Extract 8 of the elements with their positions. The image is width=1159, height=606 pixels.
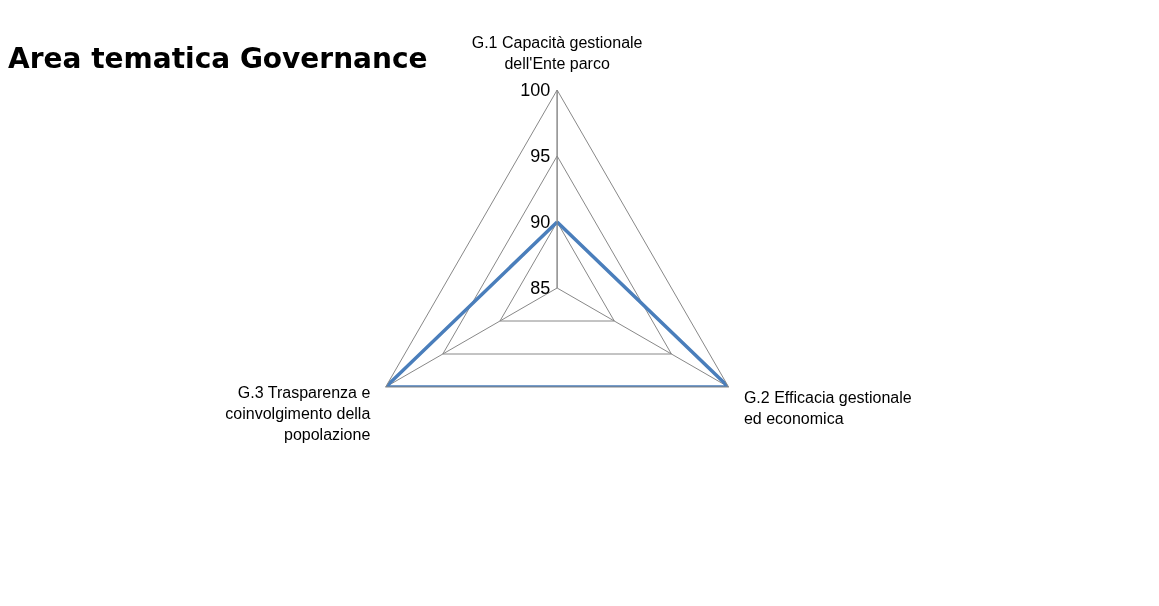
spoke-label: G.3 Trasparenza e coinvolgimento della popolazione xyxy=(225,384,371,443)
y-tick-label: 90 xyxy=(530,211,551,232)
chart-title: Area tematica Governance xyxy=(8,42,428,76)
spoke-label: G.1 Capacità gestionale dell'Ente parco xyxy=(471,34,643,73)
y-tick-label: 100 xyxy=(520,79,551,100)
y-tick-label: 85 xyxy=(530,277,551,298)
spoke-label: G.2 Efficacia gestionale ed economica xyxy=(743,389,912,428)
y-tick-label: 95 xyxy=(530,145,551,166)
